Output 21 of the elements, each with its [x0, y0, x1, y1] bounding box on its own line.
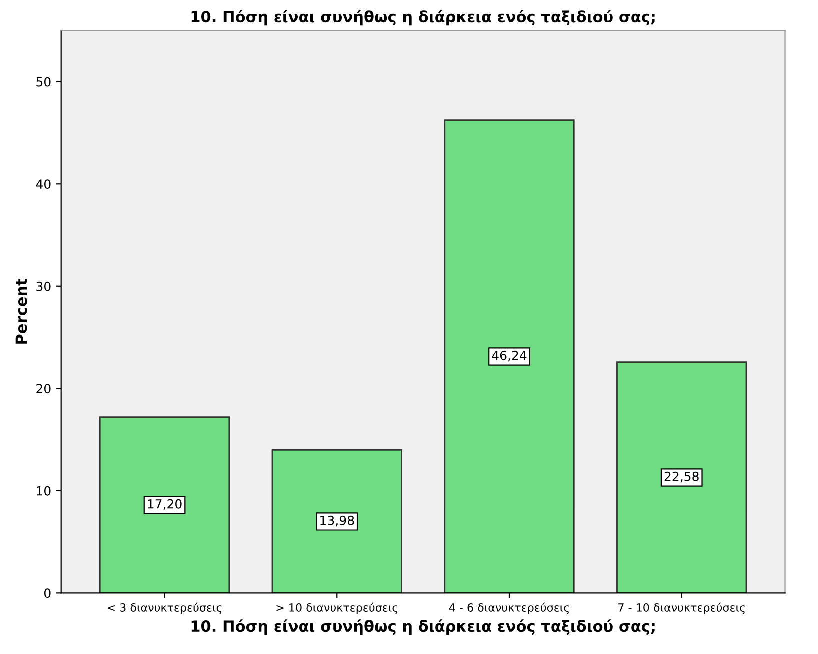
bar	[272, 450, 402, 594]
y-tick-label: 40	[36, 180, 51, 190]
y-tick-label: 50	[36, 77, 51, 87]
data-label: 46,24	[492, 350, 527, 362]
x-tick-label: > 10 διανυκτερεύσεις	[276, 602, 398, 614]
chart-title: 10. Πόση είναι συνήθως η διάρκεια ενός ταξιδιού σας;	[192, 10, 655, 26]
bar	[99, 416, 230, 594]
x-tick-label: 7 - 10 διανυκτερεύσεις	[618, 602, 745, 614]
y-tick-label: 30	[36, 282, 51, 292]
data-label: 13,98	[320, 516, 354, 527]
x-tick-label: < 3 διανυκτερεύσεις	[108, 602, 222, 614]
x-axis-title: 10. Πόση είναι συνήθως η διάρκεια ενός ταξιδιού σας;	[192, 620, 655, 636]
x-tick-label: 4 - 6 διανυκτερεύσεις	[449, 602, 570, 614]
y-tick-label: 10	[37, 486, 51, 496]
data-label: 17,20	[148, 499, 182, 510]
data-label: 22,58	[664, 472, 699, 483]
bar	[444, 120, 575, 594]
bar	[616, 362, 748, 594]
y-tick-label: 0	[44, 588, 51, 598]
y-axis-title: Percent	[16, 278, 28, 344]
y-tick-label: 20	[36, 384, 51, 394]
